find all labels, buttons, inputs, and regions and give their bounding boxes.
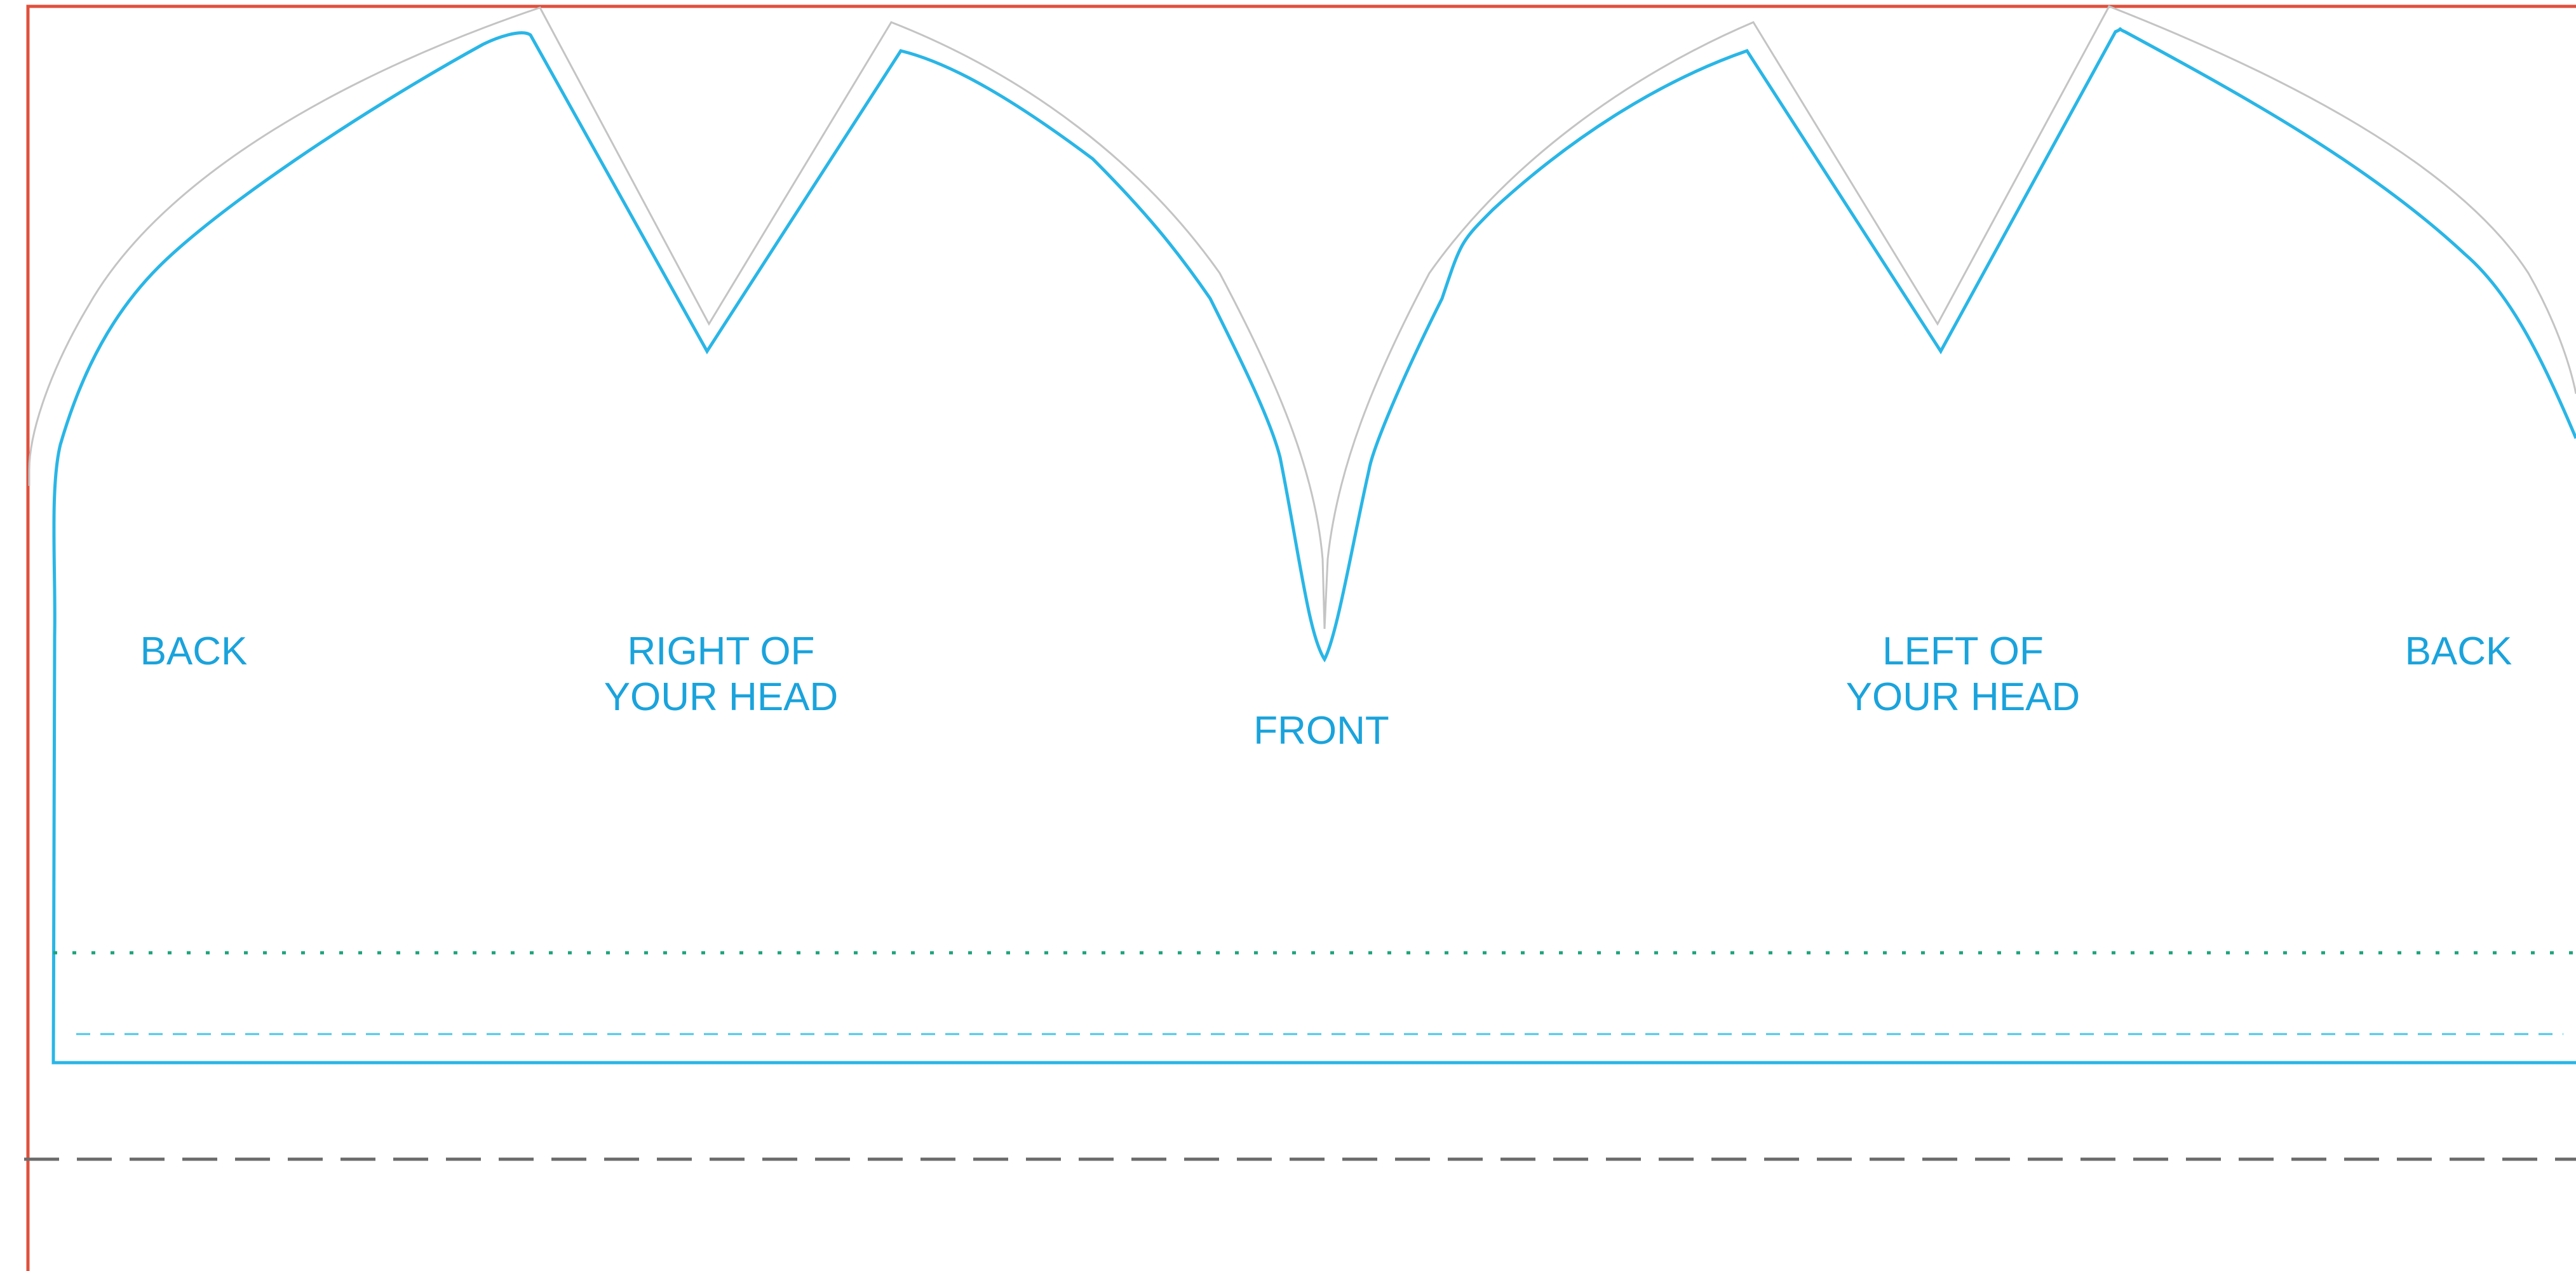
- label-right-of-head-line1: RIGHT OF: [627, 629, 815, 673]
- label-left-of-head-line1: LEFT OF: [1882, 629, 2044, 673]
- page-border: [26, 4, 2576, 1271]
- label-back-left-text: BACK: [140, 629, 248, 673]
- label-back-right-text: BACK: [2404, 629, 2512, 673]
- seam-allowance-outline: [28, 5, 2576, 629]
- label-front-text: FRONT: [1253, 709, 1389, 753]
- crown-cut-line: [51, 27, 2576, 1065]
- label-back-right: BACK: [2395, 629, 2522, 675]
- label-front: FRONT: [1226, 708, 1417, 754]
- label-back-left: BACK: [130, 629, 257, 675]
- label-right-of-head-line2: YOUR HEAD: [604, 675, 839, 719]
- label-left-of-head: LEFT OF YOUR HEAD: [1826, 629, 2100, 720]
- label-right-of-head: RIGHT OF YOUR HEAD: [584, 629, 858, 720]
- label-left-of-head-line2: YOUR HEAD: [1845, 675, 2080, 719]
